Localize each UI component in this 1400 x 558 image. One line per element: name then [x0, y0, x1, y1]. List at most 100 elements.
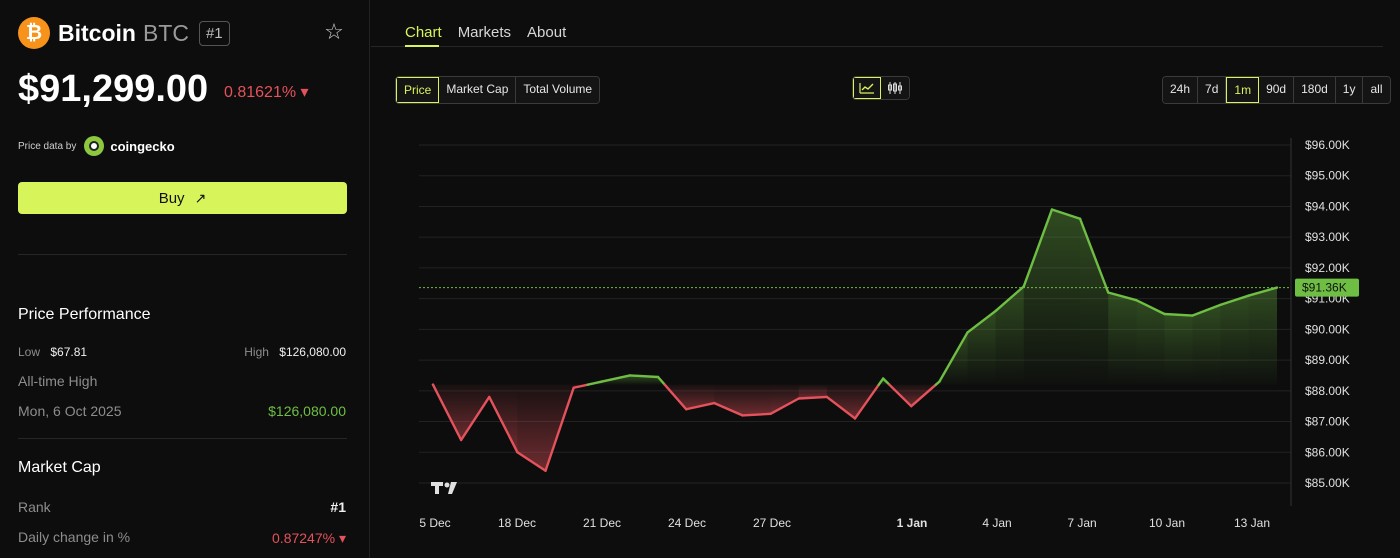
metric-total-volume[interactable]: Total Volume — [516, 77, 600, 103]
price-line-segment — [459, 395, 491, 442]
range-180d[interactable]: 180d — [1294, 77, 1336, 103]
price-line-segment — [1219, 294, 1251, 306]
range-1y[interactable]: 1y — [1335, 77, 1364, 103]
area-fill — [1080, 218, 1109, 385]
price-line-segment — [769, 397, 800, 416]
divider — [18, 438, 347, 439]
area-fill — [1164, 314, 1193, 385]
price-line-segment — [586, 380, 604, 386]
price-line-segment — [881, 377, 891, 386]
x-tick-label: 24 Dec — [668, 516, 706, 530]
chart-type-selector — [852, 76, 910, 100]
price-line-segment — [685, 401, 716, 411]
price-change: 0.81621% ▾ — [224, 84, 309, 101]
area-fill — [714, 384, 743, 416]
tab-divider — [371, 46, 1383, 47]
area-fill — [1220, 295, 1249, 385]
x-tick-label: 5 Dec — [419, 516, 450, 530]
price-line-segment — [1191, 303, 1222, 317]
y-tick-label: $92.00K — [1305, 261, 1350, 275]
price-line-segment — [1107, 291, 1138, 302]
price-line-segment — [994, 285, 1025, 313]
y-tick-label: $89.00K — [1305, 353, 1350, 367]
rank-badge: #1 — [198, 20, 230, 46]
y-tick-label: $94.00K — [1305, 199, 1350, 213]
price-line-segment — [628, 374, 660, 379]
ath-label: All-time High — [18, 373, 98, 389]
price-line-segment — [1050, 208, 1082, 220]
current-price: $91,299.00 — [18, 68, 209, 110]
price-line-segment — [877, 377, 885, 386]
current-price-label: $91.36K — [1302, 281, 1347, 295]
area-fill — [1023, 209, 1052, 385]
line-chart-icon[interactable] — [853, 77, 881, 99]
x-tick-label: 1 Jan — [897, 516, 928, 530]
rank-label: Rank — [18, 499, 51, 515]
x-tick-label: 10 Jan — [1149, 516, 1185, 530]
price-line-segment — [1163, 312, 1194, 317]
metric-selector: Price Market Cap Total Volume — [395, 76, 601, 104]
price-line-segment — [853, 383, 881, 420]
candlestick-icon[interactable] — [881, 77, 909, 99]
y-tick-label: $88.00K — [1305, 384, 1350, 398]
ath-value: $126,080.00 — [268, 403, 346, 419]
low-value: $67.81 — [50, 345, 88, 359]
y-tick-label: $85.00K — [1305, 476, 1350, 490]
price-performance-title: Price Performance — [18, 306, 151, 323]
range-90d[interactable]: 90d — [1259, 77, 1295, 103]
tab-chart[interactable]: Chart — [405, 24, 442, 41]
low-row: Low $67.81 — [18, 345, 87, 359]
coin-panel: ₿ Bitcoin BTC #1 ☆ $91,299.00 0.81621% ▾… — [0, 0, 370, 558]
area-fill — [967, 310, 996, 385]
area-fill — [1051, 209, 1081, 385]
ath-date: Mon, 6 Oct 2025 — [18, 403, 122, 419]
tab-about[interactable]: About — [527, 24, 567, 41]
range-7d[interactable]: 7d — [1198, 77, 1227, 103]
price-line-segment — [663, 383, 688, 411]
daily-change-value: 0.87247% ▾ — [272, 530, 346, 546]
high-row: High $126,080.00 — [244, 345, 346, 359]
area-fill — [1136, 300, 1165, 385]
x-tick-label: 21 Dec — [583, 516, 621, 530]
tab-markets[interactable]: Markets — [457, 24, 512, 41]
range-24h[interactable]: 24h — [1163, 77, 1199, 103]
area-fill — [1248, 287, 1277, 385]
price-line-segment — [797, 395, 829, 400]
area-fill — [742, 384, 771, 416]
tab-active-indicator — [405, 45, 439, 47]
price-line-segment — [600, 374, 632, 383]
buy-button-label: Buy — [158, 189, 185, 207]
range-all[interactable]: all — [1363, 77, 1390, 103]
range-1m[interactable]: 1m — [1226, 77, 1260, 103]
price-line-segment — [544, 386, 575, 472]
area-fill — [826, 384, 855, 419]
star-icon[interactable]: ☆ — [324, 19, 344, 44]
area-fill — [995, 286, 1024, 385]
area-fill — [517, 384, 546, 471]
y-tick-label: $90.00K — [1305, 322, 1350, 336]
low-label: Low — [18, 345, 41, 359]
area-fill — [770, 384, 799, 414]
metric-market-cap[interactable]: Market Cap — [439, 77, 517, 103]
area-fill — [461, 384, 490, 440]
coin-symbol: BTC — [142, 19, 189, 46]
x-tick-label: 7 Jan — [1067, 516, 1096, 530]
price-line-segment — [516, 451, 547, 472]
market-cap-title: Market Cap — [18, 459, 101, 476]
price-chart[interactable]: $96.00K$95.00K$94.00K$93.00K$92.00K$91.0… — [371, 118, 1400, 558]
price-line-segment — [910, 383, 938, 408]
price-line-segment — [938, 331, 969, 383]
chart-panel: Chart Markets About Price Market Cap Tot… — [371, 0, 1400, 558]
y-tick-label: $93.00K — [1305, 230, 1350, 244]
x-tick-label: 27 Dec — [753, 516, 791, 530]
rank-value: #1 — [330, 499, 346, 515]
area-fill — [1192, 304, 1221, 385]
metric-price[interactable]: Price — [396, 77, 440, 103]
buy-button[interactable]: Buy ↗ — [18, 182, 347, 214]
price-line-segment — [741, 412, 772, 417]
current-price-tag — [1295, 278, 1359, 297]
price-source-prefix: Price data by — [18, 140, 77, 152]
coin-name: Bitcoin — [58, 19, 136, 46]
price-source-name[interactable]: coingecko — [110, 138, 175, 154]
coin-header: ₿ Bitcoin BTC #1 — [18, 17, 230, 49]
